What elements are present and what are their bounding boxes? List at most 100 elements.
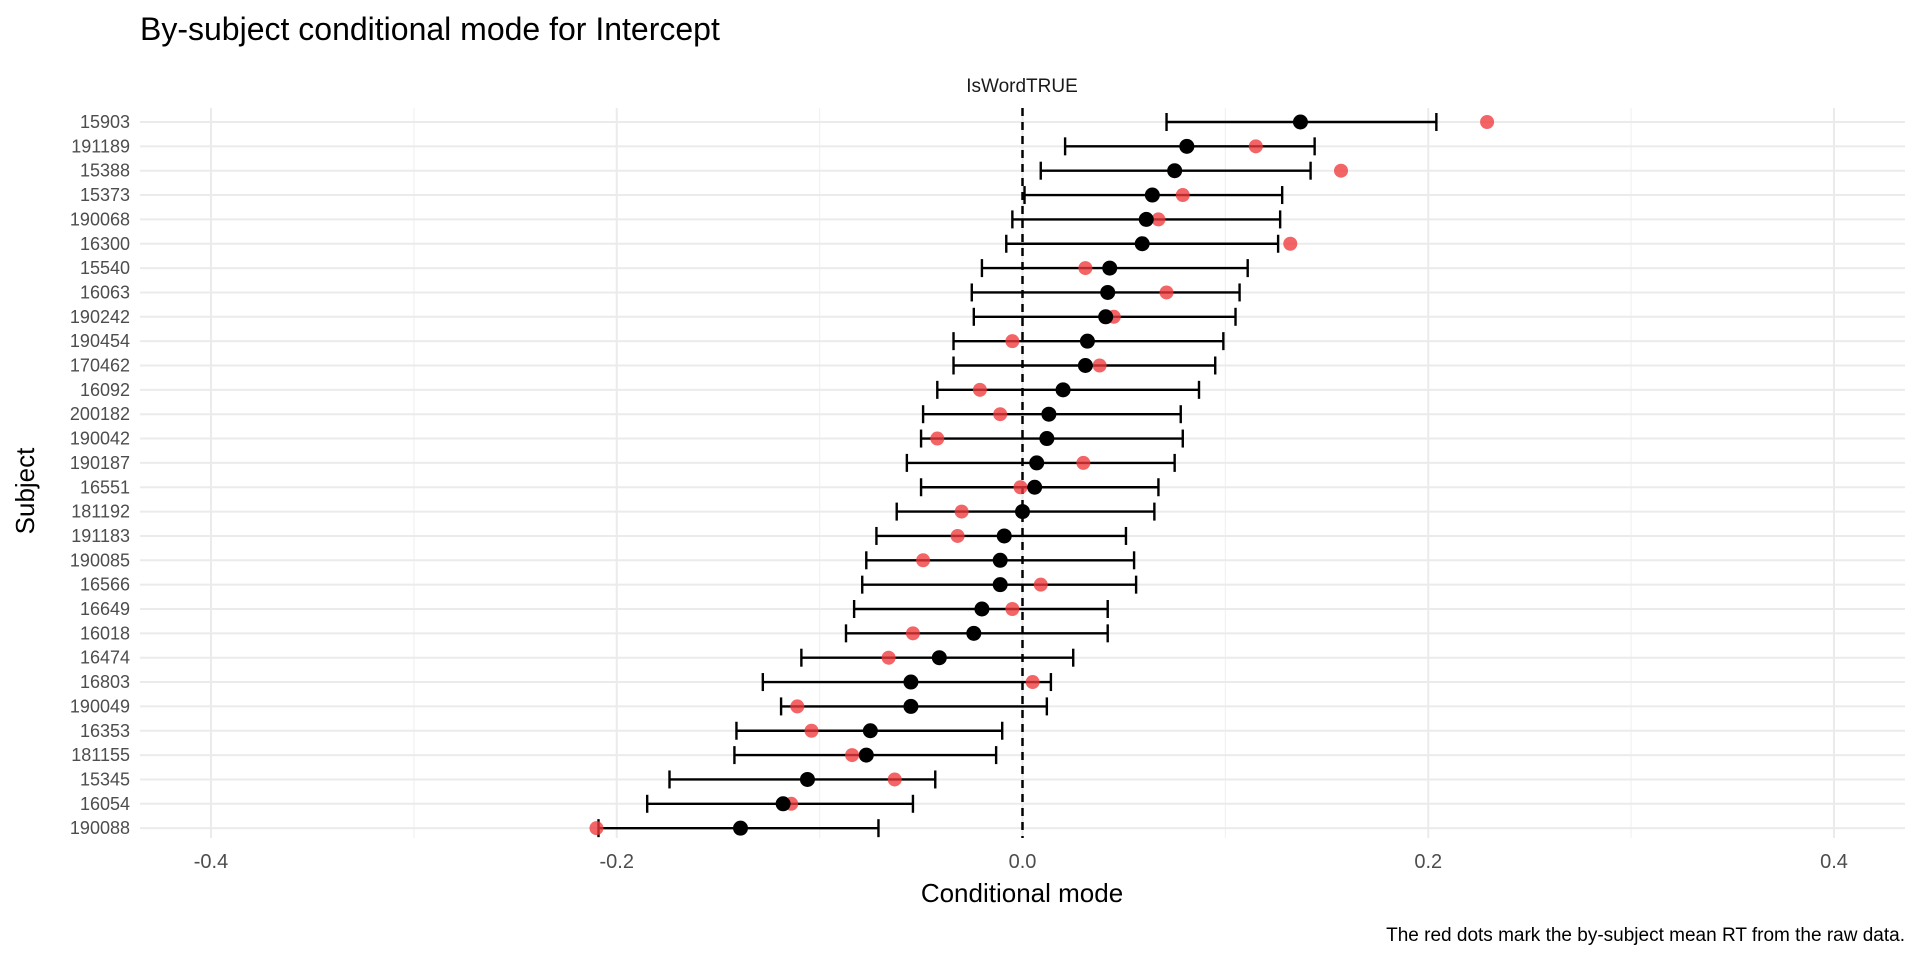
conditional-mode-point — [1134, 236, 1150, 252]
conditional-mode-point — [775, 796, 791, 812]
y-tick-label: 191183 — [71, 526, 130, 546]
raw-mean-point — [1283, 236, 1298, 251]
facet-strip-label: IsWordTRUE — [966, 76, 1078, 97]
raw-mean-point — [1013, 480, 1028, 495]
raw-mean-point — [1175, 188, 1190, 203]
conditional-mode-point — [931, 650, 947, 666]
conditional-mode-point — [974, 601, 990, 617]
y-tick-label: 181192 — [71, 502, 130, 522]
y-tick-label: 200182 — [70, 404, 130, 424]
y-tick-label: 16300 — [80, 234, 130, 254]
x-axis-tick-labels: -0.4 -0.2 0.0 0.2 0.4 — [194, 851, 1848, 873]
y-tick-label: 16551 — [80, 477, 130, 497]
conditional-mode-point — [1179, 138, 1195, 154]
chart-title: By-subject conditional mode for Intercep… — [140, 11, 720, 47]
x-tick-label: 0.4 — [1820, 851, 1848, 873]
raw-mean-point — [1092, 358, 1107, 373]
y-tick-label: 190454 — [70, 331, 130, 351]
y-tick-label: 15345 — [80, 769, 130, 789]
raw-mean-point — [1151, 212, 1166, 227]
raw-mean-points — [589, 115, 1495, 836]
raw-mean-point — [845, 748, 860, 763]
x-axis-title: Conditional mode — [921, 878, 1123, 908]
raw-mean-point — [1005, 334, 1020, 349]
conditional-mode-point — [996, 528, 1012, 544]
y-tick-label: 190242 — [70, 307, 130, 327]
conditional-mode-point — [1027, 479, 1043, 495]
raw-mean-point — [1078, 261, 1093, 276]
raw-mean-point — [1033, 577, 1048, 592]
conditional-mode-point — [1039, 431, 1055, 447]
raw-mean-point — [1159, 285, 1174, 300]
y-tick-label: 16649 — [80, 599, 130, 619]
raw-mean-point — [905, 626, 920, 641]
conditional-mode-point — [1167, 163, 1183, 179]
y-tick-label: 15540 — [80, 258, 130, 278]
raw-mean-point — [993, 407, 1008, 422]
conditional-mode-point — [1144, 187, 1160, 203]
y-tick-label: 190049 — [70, 696, 130, 716]
raw-mean-point — [881, 650, 896, 665]
raw-mean-point — [887, 772, 902, 787]
y-tick-label: 16054 — [80, 794, 130, 814]
raw-mean-point — [1334, 163, 1349, 178]
y-axis-tick-labels: 15903 191189 15388 15373 190068 16300 15540 160… — [70, 112, 130, 838]
conditional-mode-point — [1041, 406, 1057, 422]
conditional-mode-points — [733, 114, 1308, 836]
x-tick-label: 0.2 — [1414, 851, 1442, 873]
conditional-mode-point — [992, 552, 1008, 568]
conditional-mode-point — [992, 577, 1008, 593]
y-tick-label: 170462 — [70, 356, 130, 376]
conditional-mode-point — [862, 723, 878, 739]
y-tick-label: 16063 — [80, 282, 130, 302]
conditional-mode-point — [966, 625, 982, 641]
conditional-mode-point — [1029, 455, 1045, 471]
x-tick-label: -0.2 — [600, 851, 634, 873]
y-tick-label: 191189 — [71, 136, 130, 156]
error-bars — [597, 113, 1438, 838]
raw-mean-point — [1005, 602, 1020, 616]
raw-mean-point — [804, 723, 819, 738]
conditional-mode-point — [1098, 309, 1114, 325]
conditional-mode-point — [1292, 114, 1308, 130]
raw-mean-point — [1025, 675, 1040, 690]
y-tick-label: 16092 — [80, 380, 130, 400]
y-tick-label: 15903 — [80, 112, 130, 132]
raw-mean-point — [1076, 455, 1091, 470]
conditional-mode-point — [1077, 358, 1093, 373]
conditional-mode-point — [1079, 333, 1095, 349]
raw-mean-point — [1480, 115, 1495, 129]
x-tick-label: 0.0 — [1009, 851, 1037, 873]
x-tick-label: -0.4 — [194, 851, 228, 873]
conditional-mode-point — [903, 674, 919, 690]
y-tick-label: 190187 — [70, 453, 130, 473]
y-tick-label: 16803 — [80, 672, 130, 692]
y-tick-label: 190085 — [70, 550, 130, 570]
raw-mean-point — [790, 699, 805, 714]
raw-mean-point — [950, 528, 965, 543]
y-tick-label: 190068 — [70, 209, 130, 229]
raw-mean-point — [930, 431, 945, 446]
y-tick-label: 16566 — [80, 575, 130, 595]
conditional-mode-point — [799, 771, 815, 787]
raw-mean-point — [954, 504, 969, 519]
y-tick-label: 16018 — [80, 623, 130, 643]
y-tick-label: 190042 — [70, 429, 130, 449]
raw-mean-point — [589, 821, 604, 836]
conditional-mode-point — [1100, 284, 1116, 300]
conditional-mode-point — [1015, 504, 1030, 520]
raw-mean-point — [972, 382, 987, 397]
raw-mean-point — [916, 553, 931, 568]
y-tick-label: 15373 — [80, 185, 130, 205]
conditional-mode-point — [1102, 260, 1118, 276]
y-tick-label: 16474 — [80, 648, 130, 668]
conditional-mode-point — [858, 747, 874, 763]
y-tick-label: 181155 — [71, 745, 130, 765]
y-tick-label: 15388 — [80, 161, 130, 181]
y-axis-title: Subject — [10, 447, 40, 534]
chart-caption: The red dots mark the by-subject mean RT… — [1386, 925, 1905, 946]
raw-mean-point — [1248, 139, 1263, 154]
y-tick-label: 190088 — [70, 818, 130, 838]
conditional-mode-point — [903, 698, 919, 714]
